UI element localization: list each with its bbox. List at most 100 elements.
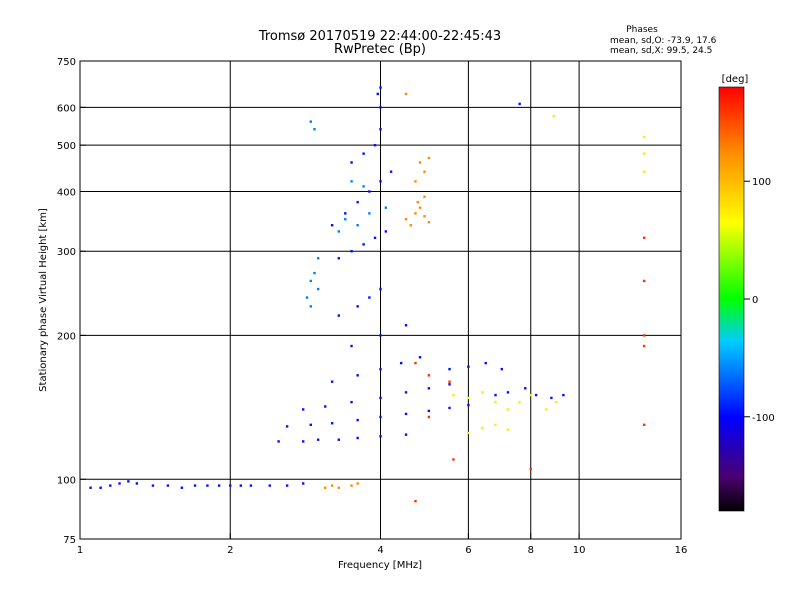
data-point	[330, 380, 334, 383]
x-tick-label: 6	[465, 545, 471, 556]
data-point	[529, 467, 532, 471]
data-point	[118, 482, 121, 485]
data-point	[309, 305, 312, 308]
data-point	[249, 484, 253, 487]
data-point	[642, 334, 646, 337]
data-point	[239, 484, 243, 487]
data-point	[518, 102, 521, 106]
data-point	[362, 152, 365, 155]
data-point	[379, 287, 382, 291]
data-point	[356, 305, 359, 308]
data-point	[324, 486, 327, 489]
data-point	[368, 296, 371, 299]
data-point	[356, 224, 359, 227]
data-point	[494, 393, 497, 397]
x-tick-label: 1	[77, 545, 83, 556]
data-point	[180, 486, 184, 489]
y-axis-ticks: 75 100 200 300 400 500 600 750	[57, 57, 86, 546]
data-point	[404, 412, 408, 416]
colorbar	[718, 86, 745, 512]
data-point	[384, 230, 388, 233]
data-point	[534, 393, 538, 397]
data-point	[356, 436, 359, 440]
data-point	[423, 170, 426, 173]
data-point	[423, 215, 426, 218]
data-point	[350, 180, 353, 183]
y-tick-label: 600	[57, 103, 76, 114]
data-point	[229, 484, 232, 487]
x-tick-label: 8	[528, 545, 534, 556]
data-point	[423, 195, 426, 198]
data-point	[350, 161, 353, 164]
data-point	[379, 435, 382, 438]
data-point	[416, 200, 419, 204]
data-point	[99, 486, 102, 489]
colorbar-tick-label: -100	[752, 413, 775, 424]
data-point	[427, 387, 431, 390]
data-point	[344, 218, 347, 221]
data-point	[316, 257, 320, 260]
x-axis-ticks: 1 2 4 6 8 10 16	[77, 533, 688, 556]
data-point	[206, 484, 209, 487]
data-point	[356, 418, 359, 422]
y-tick-label: 750	[57, 57, 76, 68]
data-point	[362, 243, 365, 246]
data-point	[399, 361, 403, 365]
data-point	[494, 400, 497, 404]
data-point	[524, 387, 527, 390]
data-point	[330, 484, 334, 487]
data-point	[151, 484, 155, 487]
data-point	[376, 92, 379, 96]
data-point	[427, 415, 431, 419]
data-point	[127, 480, 130, 483]
data-point	[316, 287, 320, 291]
data-point	[448, 367, 451, 371]
data-point	[337, 438, 341, 441]
data-point	[362, 185, 365, 188]
y-tick-label: 400	[57, 187, 76, 198]
chart-title: Tromsø 20170519 22:44:00-22:45:43	[258, 29, 501, 44]
data-point	[418, 206, 422, 209]
y-tick-label: 500	[57, 141, 76, 152]
data-point	[337, 314, 341, 317]
data-point	[448, 383, 451, 386]
y-tick-label: 300	[57, 247, 76, 258]
phases-heading: Phases	[626, 25, 658, 35]
data-point	[518, 400, 521, 404]
data-point	[344, 212, 347, 215]
data-point	[379, 127, 382, 131]
colorbar-ticks: 100 0 -100	[744, 177, 775, 424]
data-point	[552, 114, 556, 118]
data-point	[350, 344, 353, 348]
x-tick-label: 16	[675, 545, 688, 556]
data-point	[414, 180, 417, 183]
data-point	[404, 92, 408, 96]
data-point	[379, 396, 382, 400]
data-point	[350, 484, 353, 487]
data-point	[452, 393, 455, 397]
data-point	[373, 236, 377, 240]
data-point	[277, 440, 280, 443]
data-point	[427, 156, 431, 160]
data-point	[409, 224, 412, 227]
x-tick-label: 4	[377, 545, 383, 556]
data-point	[642, 423, 646, 427]
data-point	[642, 344, 646, 348]
colorbar-tick-label: 0	[752, 295, 758, 306]
data-point	[506, 408, 510, 411]
data-point	[313, 271, 316, 275]
data-point	[89, 486, 92, 489]
data-point	[427, 409, 431, 413]
data-point	[337, 230, 341, 233]
data-point	[545, 408, 548, 411]
data-point	[642, 170, 646, 173]
data-point	[500, 367, 504, 371]
data-point	[427, 221, 431, 224]
data-point	[285, 425, 289, 428]
data-point	[379, 334, 382, 337]
y-tick-label: 75	[63, 535, 76, 546]
data-point	[350, 400, 353, 404]
data-point	[448, 406, 451, 410]
data-point	[324, 405, 327, 408]
